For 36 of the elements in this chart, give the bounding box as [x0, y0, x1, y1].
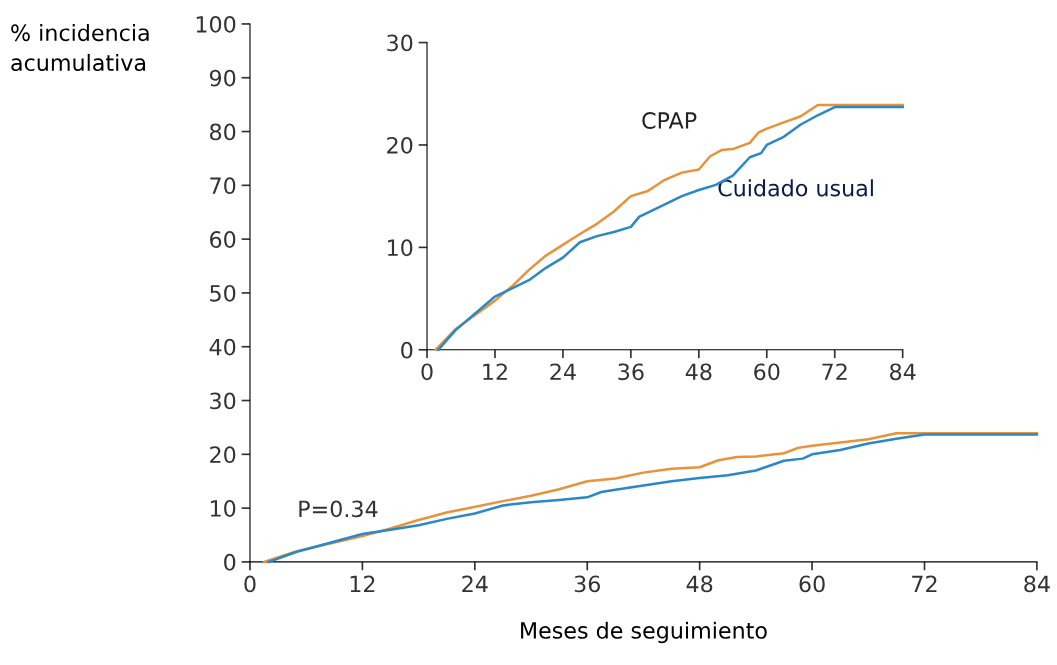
y-tick-label: 20	[210, 446, 236, 464]
x-tick-label: 84	[890, 363, 916, 381]
y-tick-label: 0	[401, 341, 413, 359]
x-tick-label: 60	[754, 363, 780, 381]
x-tick-label: 36	[574, 575, 600, 593]
x-tick-label: 48	[686, 575, 713, 593]
x-tick-label: 24	[462, 575, 488, 592]
x-tick-label: 0	[421, 363, 433, 381]
y-tick-label: 20	[387, 136, 413, 154]
x-tick-label: 0	[244, 575, 256, 593]
y-tick-label: 30	[210, 392, 236, 410]
x-axis-title: Meses de seguimiento	[521, 621, 767, 644]
y-tick-label: 50	[210, 284, 236, 302]
x-tick-label: 12	[483, 363, 507, 380]
x-tick-label: 12	[350, 575, 375, 592]
y-tick-label: 0	[224, 553, 236, 571]
x-tick-label: 72	[822, 363, 847, 380]
series-label: Cuidado usual	[718, 179, 873, 197]
y-tick-label: 70	[210, 177, 236, 195]
y-tick-label: 90	[209, 69, 236, 87]
x-tick-label: 48	[685, 363, 712, 381]
annotation: P=0.34	[299, 500, 378, 518]
x-tick-label: 72	[912, 575, 937, 592]
y-tick-label: 60	[210, 231, 236, 248]
y-tick-label: 40	[209, 338, 236, 356]
y-tick-label: 10	[210, 500, 236, 517]
y-tick-label: 80	[210, 123, 236, 141]
x-tick-label: 36	[618, 363, 644, 381]
y-axis-title: % incidencia acumulativa	[11, 23, 149, 72]
series-label: CPAP	[642, 112, 697, 129]
y-tick-label: 30	[387, 34, 413, 52]
x-tick-label: 60	[799, 575, 825, 593]
y-tick-label: 10	[388, 239, 413, 257]
x-tick-label: 84	[1024, 575, 1050, 593]
x-tick-label: 24	[550, 363, 576, 380]
y-tick-label: 100	[196, 15, 236, 33]
